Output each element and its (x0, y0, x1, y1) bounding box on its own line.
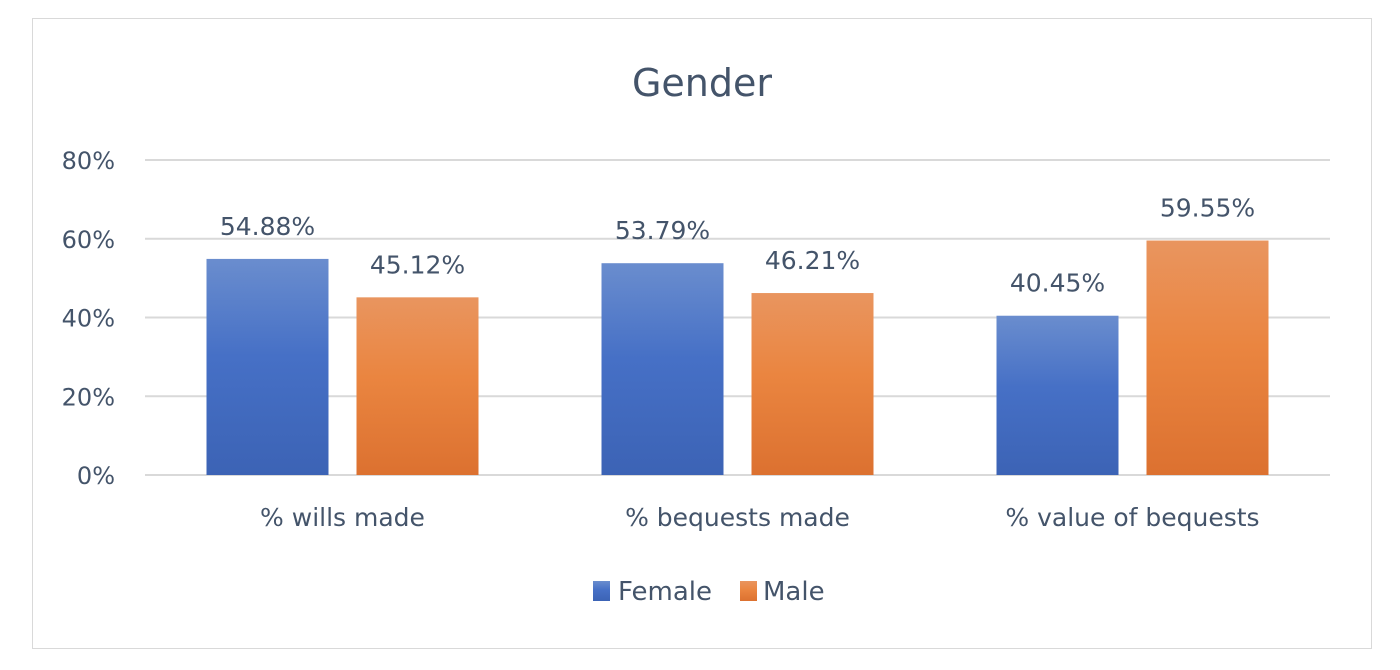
legend-swatch-male (740, 581, 757, 601)
y-tick-label: 0% (77, 462, 115, 490)
legend-swatch-female (593, 581, 610, 601)
bar-female-2 (601, 263, 724, 475)
legend: Female Male (593, 577, 825, 607)
y-tick-label: 80% (62, 147, 115, 175)
y-axis-ticks: 0% 20% 40% 60% 80% (62, 147, 115, 490)
data-label: 54.88% (220, 212, 315, 241)
y-tick-label: 40% (62, 305, 115, 333)
bar-male-3 (1146, 240, 1269, 475)
gridlines (145, 159, 1330, 476)
x-axis-categories: % wills made % bequests made % value of be… (260, 503, 1260, 532)
x-category-label: % wills made (260, 503, 425, 532)
data-labels: 54.88% 45.12% 53.79% 46.21% 40.45% 59.55% (220, 194, 1255, 298)
bar-male-1 (356, 297, 479, 475)
legend-label-male: Male (763, 577, 825, 607)
bar-female-1 (206, 258, 329, 475)
x-category-label: % bequests made (625, 503, 850, 532)
x-category-label: % value of bequests (1005, 503, 1259, 532)
data-label: 53.79% (615, 216, 710, 245)
chart-title: Gender (632, 61, 772, 105)
bar-male-2 (751, 293, 874, 475)
y-tick-label: 20% (62, 383, 115, 411)
bars (206, 240, 1269, 475)
data-label: 46.21% (765, 246, 860, 275)
data-label: 59.55% (1160, 194, 1255, 223)
legend-label-female: Female (618, 577, 712, 607)
data-label: 40.45% (1010, 269, 1105, 298)
y-tick-label: 60% (62, 226, 115, 254)
data-label: 45.12% (370, 250, 465, 279)
bar-female-3 (996, 315, 1119, 475)
